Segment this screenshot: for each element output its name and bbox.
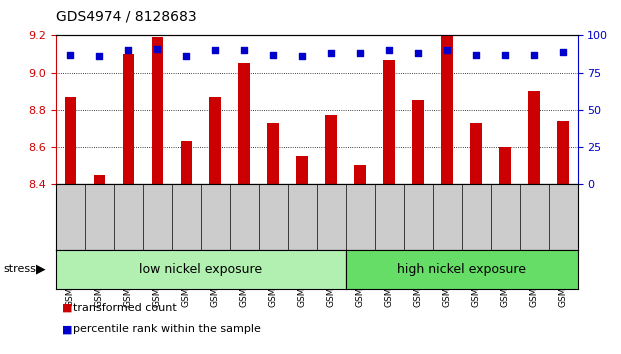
- Text: percentile rank within the sample: percentile rank within the sample: [73, 324, 261, 334]
- Point: [558, 49, 568, 55]
- Text: transformed count: transformed count: [73, 303, 177, 313]
- Bar: [470, 123, 482, 184]
- Bar: [268, 123, 279, 184]
- Text: ■: ■: [62, 303, 73, 313]
- Bar: [412, 101, 424, 184]
- Text: ■: ■: [62, 324, 73, 334]
- Point: [94, 53, 104, 59]
- Bar: [442, 32, 453, 184]
- Point: [181, 53, 191, 59]
- Text: ▶: ▶: [36, 263, 45, 275]
- Bar: [528, 91, 540, 184]
- Point: [239, 47, 249, 53]
- Point: [471, 52, 481, 58]
- Bar: [355, 165, 366, 184]
- Point: [65, 52, 75, 58]
- Text: GDS4974 / 8128683: GDS4974 / 8128683: [56, 9, 196, 23]
- Text: stress: stress: [3, 264, 36, 274]
- Point: [529, 52, 539, 58]
- Point: [211, 47, 220, 53]
- Bar: [238, 63, 250, 184]
- Bar: [122, 54, 134, 184]
- Bar: [499, 147, 511, 184]
- Point: [268, 52, 278, 58]
- Point: [384, 47, 394, 53]
- Bar: [296, 156, 308, 184]
- Bar: [325, 115, 337, 184]
- Point: [442, 47, 452, 53]
- Point: [326, 50, 336, 56]
- Point: [500, 52, 510, 58]
- Point: [124, 47, 134, 53]
- Bar: [65, 97, 76, 184]
- Bar: [209, 97, 221, 184]
- Bar: [383, 59, 395, 184]
- Point: [297, 53, 307, 59]
- Bar: [181, 141, 192, 184]
- Point: [413, 50, 423, 56]
- Text: low nickel exposure: low nickel exposure: [139, 263, 262, 275]
- Text: high nickel exposure: high nickel exposure: [397, 263, 526, 275]
- Point: [152, 46, 162, 52]
- Bar: [557, 121, 569, 184]
- Point: [355, 50, 365, 56]
- Bar: [152, 37, 163, 184]
- Bar: [94, 175, 105, 184]
